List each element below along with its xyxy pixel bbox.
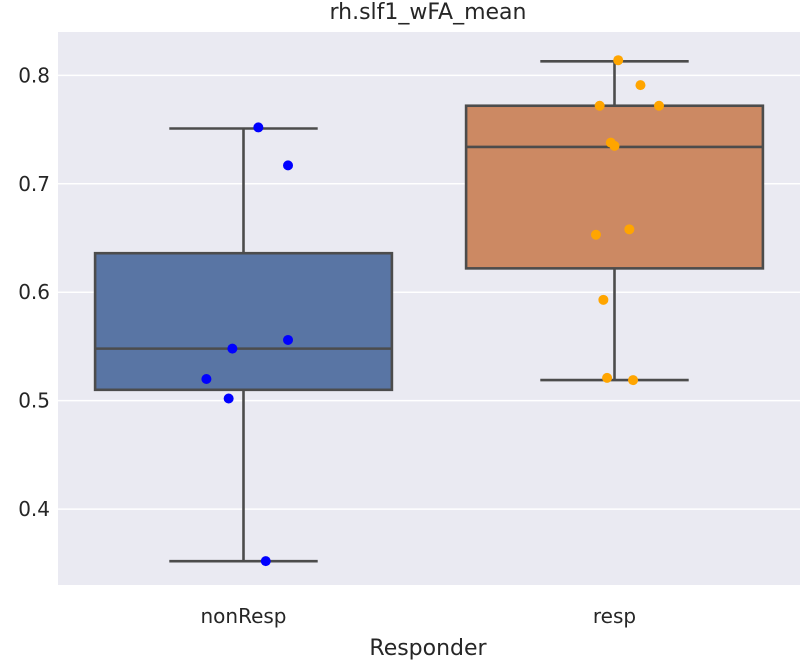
x-axis-ticks: nonResp resp xyxy=(200,604,636,628)
data-point xyxy=(635,80,646,91)
data-point xyxy=(609,140,620,151)
data-point xyxy=(654,100,665,111)
data-point xyxy=(227,343,238,354)
strip-points xyxy=(201,55,665,567)
data-point xyxy=(283,334,294,345)
data-point xyxy=(594,100,605,111)
data-point xyxy=(223,393,234,404)
data-point xyxy=(590,229,601,240)
y-axis-ticks: 0.4 0.5 0.6 0.7 0.8 xyxy=(18,63,50,521)
data-point xyxy=(201,373,212,384)
data-point xyxy=(628,375,639,386)
y-tick-label: 0.6 xyxy=(18,280,50,304)
box-nonResp xyxy=(93,127,394,563)
box-iqr xyxy=(464,104,765,270)
data-point xyxy=(613,55,624,66)
data-point xyxy=(598,294,609,305)
x-tick-label: resp xyxy=(593,604,636,628)
data-point xyxy=(253,122,264,133)
data-point xyxy=(283,160,294,171)
x-axis-title: Responder xyxy=(369,636,487,661)
y-tick-label: 0.4 xyxy=(18,497,50,521)
y-tick-label: 0.7 xyxy=(18,172,50,196)
data-point xyxy=(602,372,613,383)
y-tick-label: 0.8 xyxy=(18,63,50,87)
chart-title: rh.slf1_wFA_mean xyxy=(330,0,527,25)
x-tick-label: nonResp xyxy=(200,604,286,628)
data-point xyxy=(260,556,271,567)
box-iqr xyxy=(93,251,394,392)
y-tick-label: 0.5 xyxy=(18,389,50,413)
boxes xyxy=(93,59,765,563)
data-point xyxy=(624,224,635,235)
